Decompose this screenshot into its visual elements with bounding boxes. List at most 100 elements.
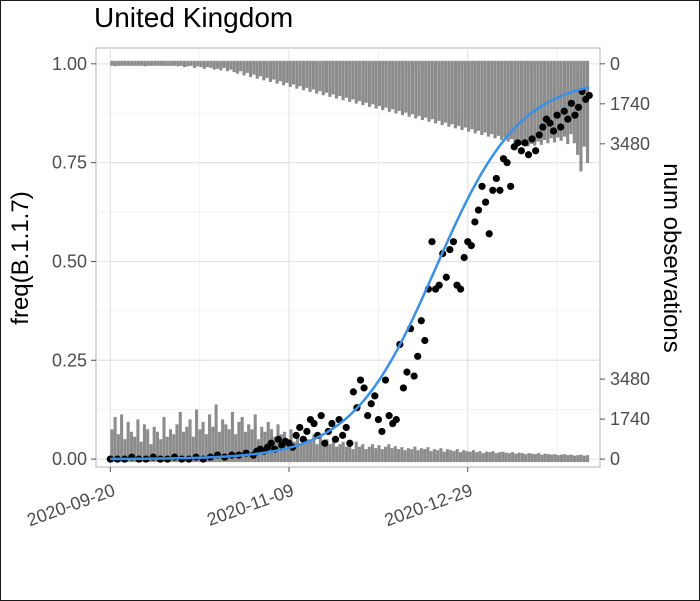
obs-bar-bottom [120,414,124,463]
obs-bar-top [566,60,570,145]
obs-bar-top [470,60,474,130]
obs-bar-bottom [465,451,469,463]
y2-axis-ticks: 0 1740 3480 0 1740 3480 [600,54,650,469]
obs-bar-bottom [511,452,515,463]
obs-bar-top [371,60,375,105]
obs-bar-bottom [296,434,300,463]
obs-bar-bottom [475,452,479,463]
obs-bar-top [579,60,583,172]
obs-bar-bottom [139,441,143,463]
obs-bar-top [301,60,306,91]
obs-bar-top [318,60,322,92]
obs-bar-bottom [185,426,189,463]
obs-bar-bottom [468,451,472,463]
obs-bar-top [443,60,448,123]
obs-bar-top [500,60,504,140]
obs-bar-bottom [498,452,502,463]
obs-bar-top [453,60,457,129]
obs-bar-top [420,60,424,121]
data-point [560,107,568,115]
obs-bar-top [225,60,230,72]
obs-bar-top [341,60,345,101]
x-tick-label: 2020-09-20 [24,480,117,530]
obs-bar-top [212,60,216,70]
obs-bar-bottom [413,446,417,463]
obs-bar-bottom [133,436,137,463]
obs-bar-top [235,60,239,74]
obs-bar-bottom [217,431,221,463]
obs-bar-top [136,60,140,66]
obs-bar-top [189,60,193,66]
obs-bar-bottom [208,414,212,463]
obs-bar-top [394,60,398,114]
obs-bar-bottom [348,444,352,463]
obs-bar-bottom [586,455,590,463]
obs-bar-bottom [471,450,476,463]
y-tick-label: 0.25 [52,350,87,370]
data-point [367,400,375,408]
obs-bar-bottom [224,424,228,463]
obs-bar-bottom [240,416,244,463]
data-point [299,435,307,443]
data-point [399,384,408,392]
obs-bar-top [516,60,520,141]
fit-curve [110,86,590,461]
data-point [385,412,393,420]
obs-bar-bottom [527,453,531,463]
data-point [328,419,336,428]
obs-bar-top [483,60,487,133]
obs-bar-bottom [380,449,384,463]
obs-bar-bottom [530,453,534,463]
obs-bar-top [539,60,543,145]
obs-bar-bottom [123,439,127,463]
obs-bar-bottom [142,424,146,463]
obs-bar-top [367,60,372,107]
obs-bar-top [476,60,481,131]
obs-bar-top [298,60,302,87]
obs-bar-bottom [462,450,466,463]
obs-bar-bottom [136,419,140,463]
obs-bar-bottom [397,449,401,463]
obs-bar-bottom [377,445,381,463]
obs-bar-bottom [341,441,345,463]
obs-bar-bottom [416,450,420,463]
obs-bar-bottom [546,454,551,463]
obs-bar-bottom [452,451,456,463]
obs-bar-bottom [361,444,365,463]
obs-bar-top [163,60,167,66]
data-point [378,427,386,436]
obs-bar-top [414,60,418,119]
data-point [392,415,400,424]
obs-bar-top [523,60,527,143]
obs-bar-top [275,60,279,84]
obs-bar-top [278,60,282,82]
data-point [467,242,475,250]
obs-bar-top [123,60,127,66]
obs-bar-top [361,60,365,106]
obs-bar-top [216,60,220,69]
obs-bar-top [192,60,197,68]
obs-bar-bottom [566,455,570,463]
data-point [532,147,540,155]
obs-bar-bottom [390,448,394,463]
data-point [482,198,490,206]
obs-bar-top [219,60,223,71]
plot-panel [95,47,601,468]
obs-bar-bottom [351,449,355,463]
obs-bar-top [325,60,329,93]
obs-bar-top [354,60,358,104]
obs-bar-top [400,60,405,116]
data-point [356,376,365,384]
obs-bar-bottom [517,452,521,463]
obs-bar-bottom [181,431,186,463]
obs-bar-top [374,60,378,109]
obs-bar-top [291,60,296,85]
obs-bar-top [143,60,147,67]
obs-bar-bottom [191,436,195,463]
x-tick-label: 2020-11-09 [204,480,296,530]
obs-bar-top [252,60,256,75]
obs-bar-top [222,60,226,68]
obs-bar-top [526,60,530,147]
obs-bar-top [513,60,517,144]
data-point [296,423,304,432]
